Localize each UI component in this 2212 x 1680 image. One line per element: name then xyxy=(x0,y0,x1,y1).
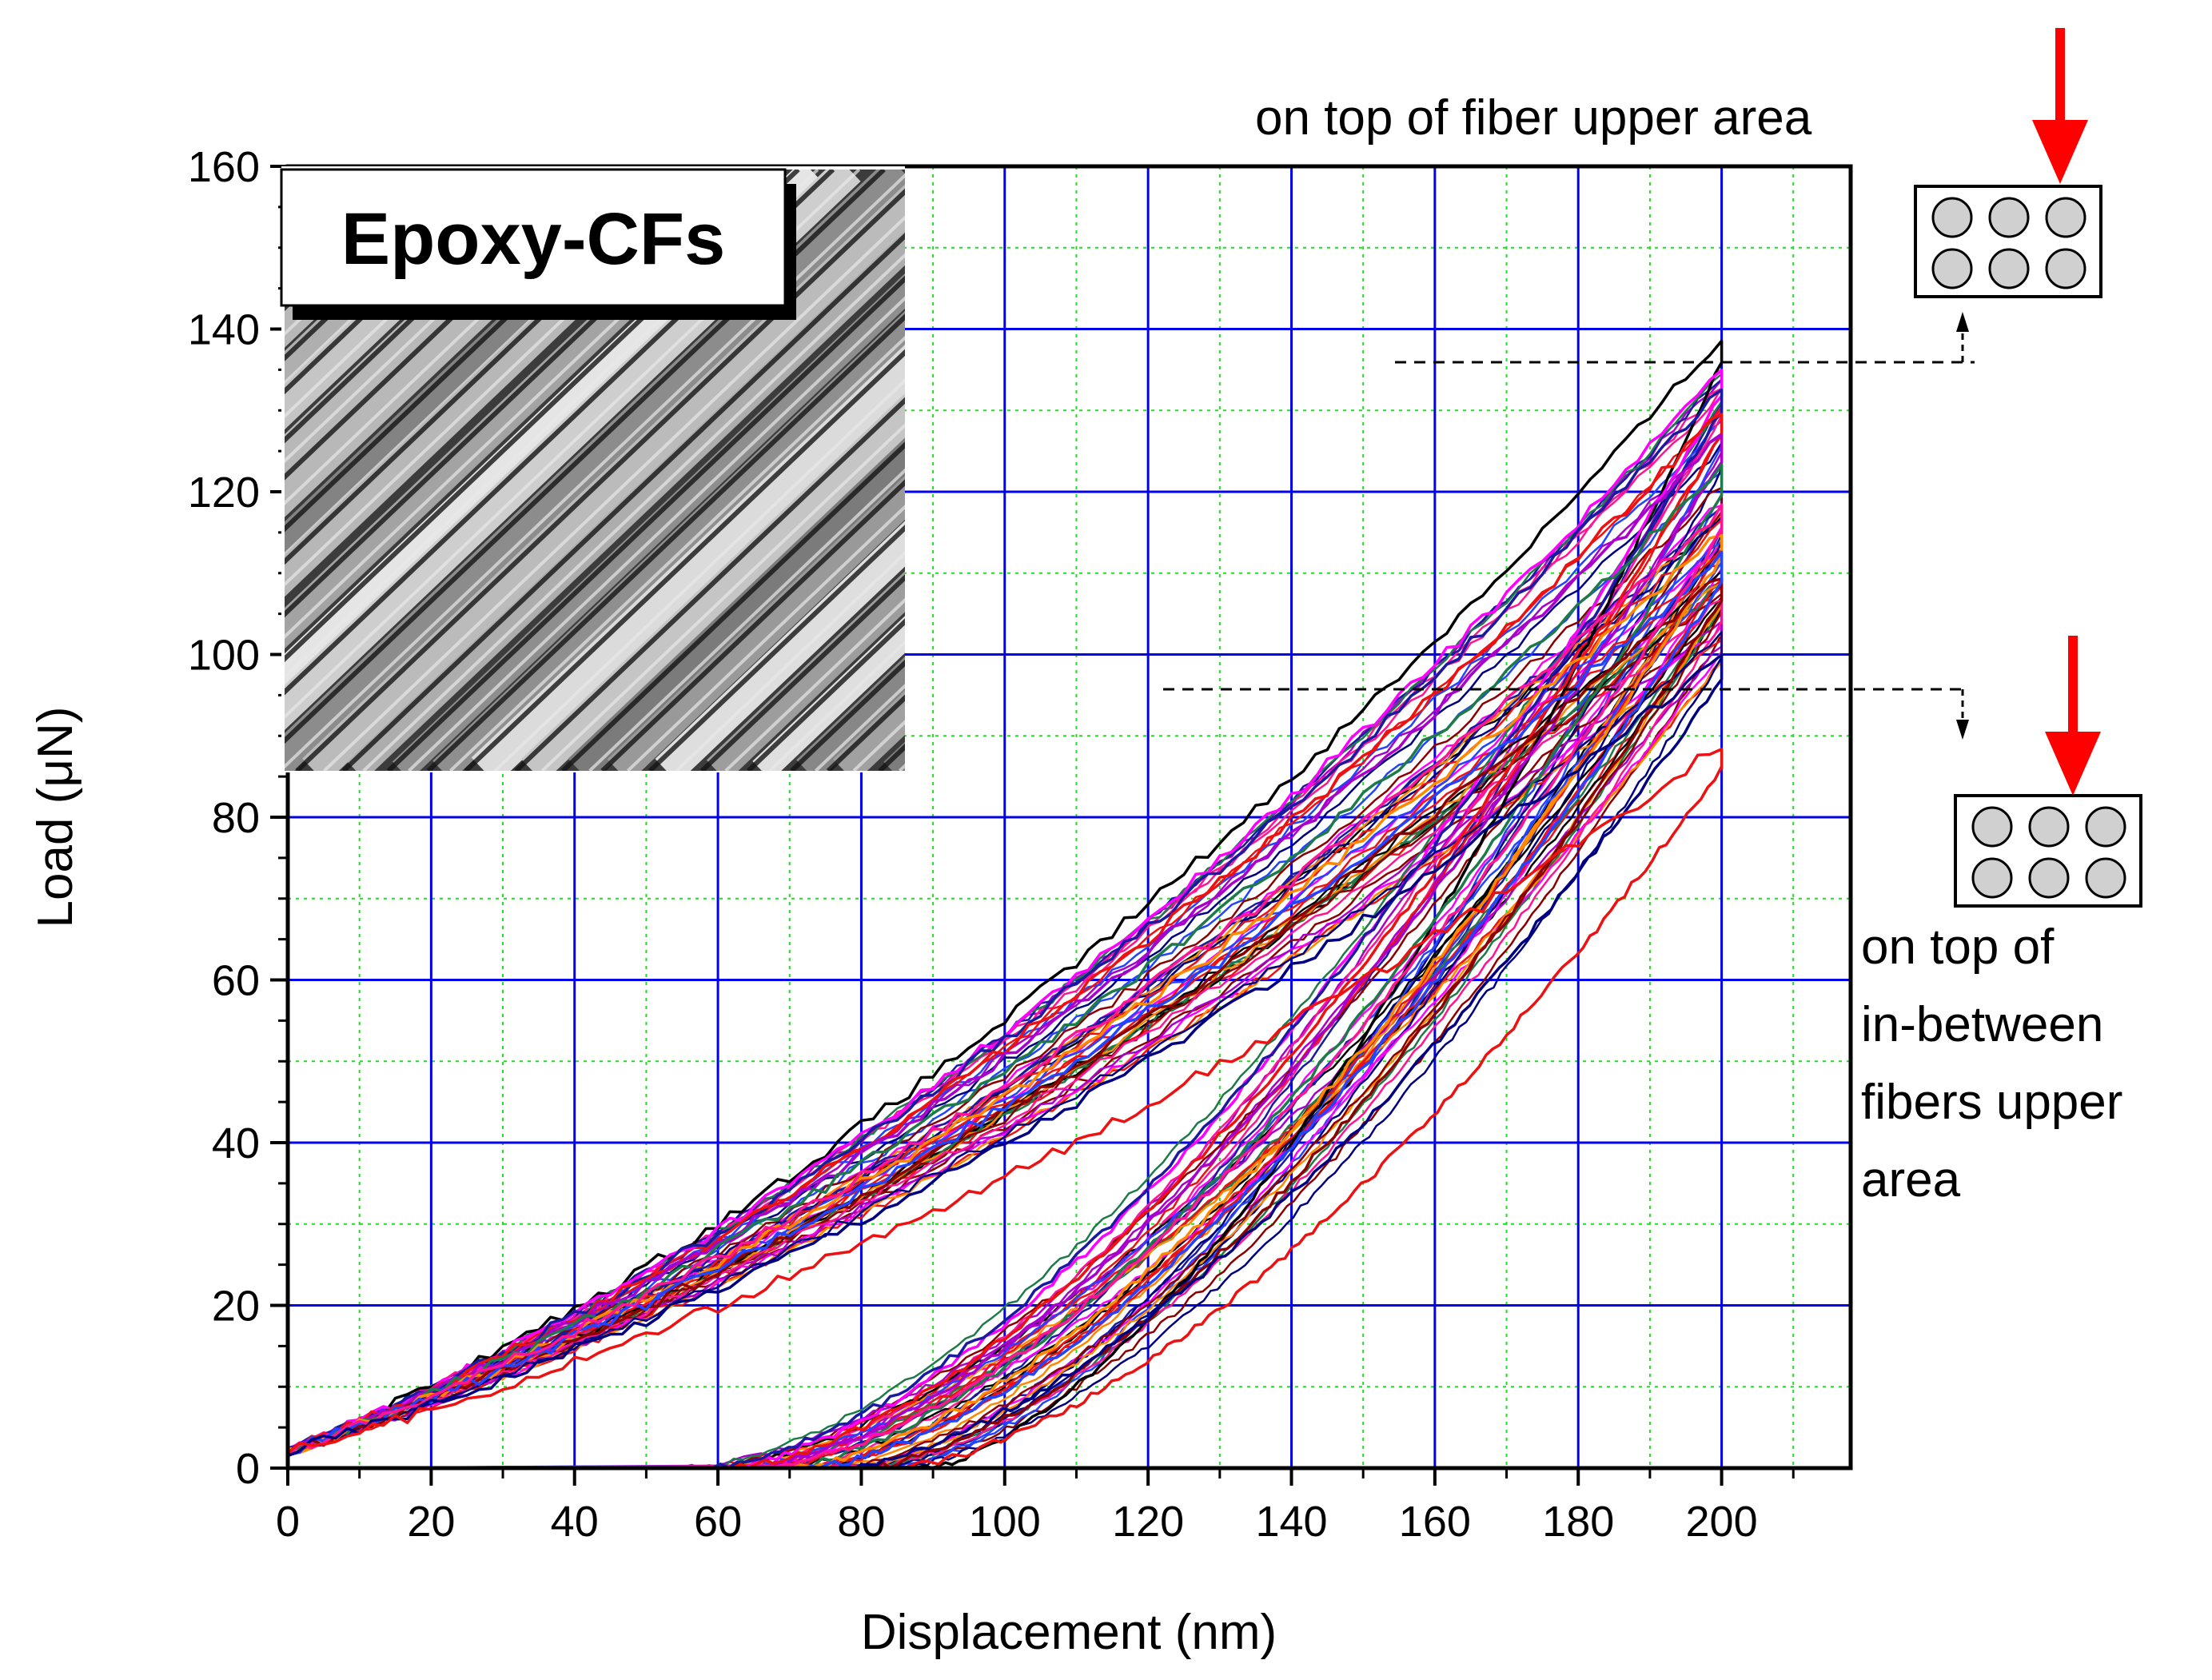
sem-fiber-shadow xyxy=(426,313,905,771)
y-tick-label: 120 xyxy=(188,469,260,517)
fiber-diagram-bottom xyxy=(1954,794,2142,908)
sem-fiber xyxy=(285,170,326,221)
sem-fiber xyxy=(568,437,905,771)
sem-fiber-highlight xyxy=(285,173,905,769)
sem-fiber-shadow xyxy=(386,275,905,771)
y-tick-label: 140 xyxy=(188,306,260,354)
sem-fiber xyxy=(607,475,905,771)
sem-fiber xyxy=(706,571,905,771)
sem-fiber xyxy=(752,616,905,771)
y-tick-label: 160 xyxy=(188,143,260,191)
leader-bottom xyxy=(1163,688,1969,740)
sem-fiber-shadow xyxy=(700,574,905,771)
sem-fiber-highlight xyxy=(588,468,905,771)
sem-fiber xyxy=(520,393,905,771)
sem-fiber xyxy=(302,184,905,771)
y-tick-label: 40 xyxy=(212,1119,260,1167)
x-tick-label: 20 xyxy=(407,1498,455,1546)
sem-fiber-highlight xyxy=(626,505,905,771)
sem-fiber-shadow xyxy=(790,659,905,771)
sem-fiber-highlight xyxy=(768,640,905,771)
annotation-bottom: on top of in-between fibers upper area xyxy=(1861,920,2122,1207)
x-tick-label: 160 xyxy=(1399,1498,1471,1546)
sem-fiber xyxy=(432,310,905,771)
sem-fiber xyxy=(655,521,905,771)
x-tick-label: 0 xyxy=(276,1498,300,1546)
annotation-bottom-line-3: fibers upper xyxy=(1861,1075,2122,1130)
annotation-top: on top of fiber upper area xyxy=(1255,90,1812,146)
sem-fiber-shadow xyxy=(514,397,905,771)
series-curve-curve-10 xyxy=(288,503,1724,1468)
x-tick-label: 180 xyxy=(1542,1498,1614,1546)
fiber-diagram-top xyxy=(1914,185,2102,298)
inset-label-box: Epoxy-CFs xyxy=(280,168,796,320)
annotation-bottom-line-2: in-between xyxy=(1861,997,2103,1052)
annotation-bottom-line-1: on top of xyxy=(1861,920,2055,975)
y-tick-label: 80 xyxy=(212,794,260,842)
sem-fiber-highlight xyxy=(675,550,905,771)
sem-fiber-shadow xyxy=(600,479,905,771)
sem-fiber-highlight xyxy=(724,597,905,771)
sem-fiber-highlight xyxy=(362,253,905,771)
annotation-bottom-line-4: area xyxy=(1861,1152,1961,1207)
red-arrow-bottom xyxy=(2045,636,2101,796)
y-tick-label: 20 xyxy=(212,1283,260,1331)
y-tick-label: 0 xyxy=(236,1445,260,1493)
series-curve-curve-11 xyxy=(288,653,1724,1468)
x-tick-label: 40 xyxy=(551,1498,599,1546)
leader-top xyxy=(1395,312,1975,364)
x-tick-label: 140 xyxy=(1255,1498,1327,1546)
curves-group xyxy=(288,339,1724,1468)
y-tick-label: 60 xyxy=(212,957,260,1005)
series-curve-curve-12 xyxy=(288,748,1724,1468)
series-curve-curve-9 xyxy=(288,550,1724,1468)
x-tick-label: 80 xyxy=(837,1498,885,1546)
red-arrow-top xyxy=(2032,28,2088,184)
x-tick-label: 120 xyxy=(1112,1498,1184,1546)
sem-fiber-shadow xyxy=(464,349,905,771)
ticks-group: 0 20 40 60 80 100 120 140 160 180 200 0 20 40 60 80 100 1… xyxy=(188,143,1795,1546)
x-axis-title: Displacement (nm) xyxy=(861,1605,1277,1660)
sem-fiber-highlight xyxy=(540,423,905,771)
series-curve-curve-5 xyxy=(288,433,1724,1468)
sem-fiber-highlight xyxy=(449,335,905,771)
series-curve-curve-3 xyxy=(288,388,1724,1468)
sem-fiber-shadow xyxy=(341,232,905,771)
sem-fiber-highlight xyxy=(323,215,905,771)
sem-fiber-highlight xyxy=(408,296,905,771)
replicate-curve xyxy=(288,598,1723,1468)
y-axis-title: Load (μN) xyxy=(28,707,83,928)
sem-fiber xyxy=(392,273,905,771)
inset-label: Epoxy-CFs xyxy=(341,198,726,280)
sem-fiber-highlight xyxy=(285,170,326,210)
sem-fiber-highlight xyxy=(493,377,905,771)
sem-fiber xyxy=(347,230,905,771)
x-tick-label: 60 xyxy=(694,1498,742,1546)
sem-fiber-shadow xyxy=(295,188,905,771)
sem-fiber-shadow xyxy=(747,618,905,771)
sem-fiber xyxy=(471,344,905,771)
sem-fiber-shadow xyxy=(561,441,905,771)
x-tick-label: 200 xyxy=(1686,1498,1758,1546)
x-tick-label: 100 xyxy=(969,1498,1041,1546)
series-curve-curve-6 xyxy=(288,463,1724,1468)
y-tick-label: 100 xyxy=(188,632,260,680)
sem-fiber-shadow xyxy=(648,525,905,771)
